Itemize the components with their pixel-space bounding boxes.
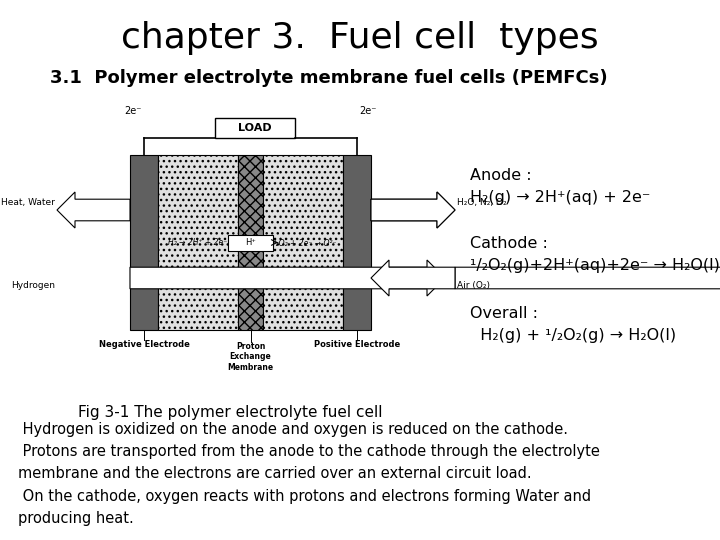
Text: ¹/₂O₂ + 2e⁻ → O²⁻: ¹/₂O₂ + 2e⁻ → O²⁻ (270, 238, 336, 247)
Text: Heat, Water: Heat, Water (1, 198, 55, 207)
Polygon shape (263, 155, 343, 330)
Polygon shape (130, 260, 445, 296)
Text: H₂(g) → 2H⁺(aq) + 2e⁻: H₂(g) → 2H⁺(aq) + 2e⁻ (470, 190, 650, 205)
Text: H₂(g) + ¹/₂O₂(g) → H₂O(l): H₂(g) + ¹/₂O₂(g) → H₂O(l) (470, 328, 676, 343)
Polygon shape (215, 118, 295, 138)
Text: chapter 3.  Fuel cell  types: chapter 3. Fuel cell types (121, 21, 599, 55)
Polygon shape (228, 234, 273, 251)
Polygon shape (455, 260, 720, 296)
Text: Negative Electrode: Negative Electrode (99, 340, 189, 349)
Text: 2e⁻: 2e⁻ (125, 106, 142, 116)
Polygon shape (371, 260, 455, 296)
Polygon shape (371, 192, 455, 228)
Polygon shape (343, 155, 371, 330)
Text: H₂O, N₂, O₂: H₂O, N₂, O₂ (457, 198, 507, 207)
Text: H⁺: H⁺ (245, 238, 256, 247)
Text: Hydrogen: Hydrogen (11, 281, 55, 290)
Text: Cathode :: Cathode : (470, 236, 548, 251)
Text: Positive Electrode: Positive Electrode (314, 340, 400, 349)
Text: H₂ → 2H⁺ + 2e⁻: H₂ → 2H⁺ + 2e⁻ (168, 238, 228, 247)
Text: Proton
Exchange
Membrane: Proton Exchange Membrane (228, 342, 274, 372)
Polygon shape (57, 192, 130, 228)
Text: Fig 3-1 The polymer electrolyte fuel cell: Fig 3-1 The polymer electrolyte fuel cel… (78, 405, 382, 420)
Text: Hydrogen is oxidized on the anode and oxygen is reduced on the cathode.
 Protons: Hydrogen is oxidized on the anode and ox… (18, 422, 600, 526)
Text: Overall :: Overall : (470, 306, 538, 321)
Text: Anode :: Anode : (470, 168, 531, 183)
Text: Air (O₂): Air (O₂) (457, 281, 490, 290)
Polygon shape (130, 155, 158, 330)
Polygon shape (371, 192, 455, 228)
Text: 2e⁻: 2e⁻ (359, 106, 377, 116)
Polygon shape (158, 155, 238, 330)
Text: LOAD: LOAD (238, 123, 272, 133)
Text: 3.1  Polymer electrolyte membrane fuel cells (PEMFCs): 3.1 Polymer electrolyte membrane fuel ce… (50, 69, 608, 87)
Text: ¹/₂O₂(g)+2H⁺(aq)+2e⁻ → H₂O(l): ¹/₂O₂(g)+2H⁺(aq)+2e⁻ → H₂O(l) (470, 258, 720, 273)
Polygon shape (238, 155, 263, 330)
